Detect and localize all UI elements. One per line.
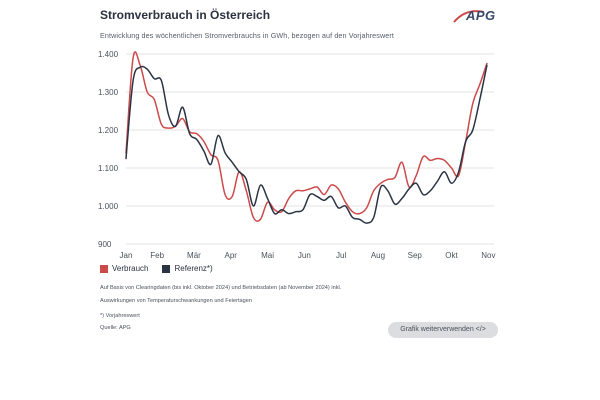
note-source: Quelle: APG	[100, 325, 131, 331]
legend-swatch-referenz	[162, 264, 171, 273]
note-data-basis: Auf Basis von Clearingdaten (bis inkl. O…	[100, 285, 342, 291]
legend-label-referenz: Referenz*)	[174, 264, 213, 273]
x-tick-label-mär: Mär	[187, 251, 201, 260]
y-tick-label-1400: 1.400	[98, 50, 119, 59]
x-tick-label-aug: Aug	[371, 251, 385, 260]
series-line-verbrauch	[125, 51, 488, 222]
logo-text: APG	[466, 8, 496, 23]
note-adjustments: Auswirkungen von Temperaturschwankungen …	[100, 298, 252, 304]
legend-item-verbrauch[interactable]: Verbrauch	[100, 264, 148, 273]
series-line-referenz	[125, 64, 488, 224]
x-tick-label-nov: Nov	[481, 251, 495, 260]
y-tick-label-900: 900	[98, 240, 112, 249]
note-reference: *) Vorjahreswert	[100, 313, 140, 319]
legend-swatch-verbrauch	[100, 264, 108, 273]
x-tick-label-sep: Sep	[408, 251, 423, 260]
y-tick-label-1200: 1.200	[98, 126, 119, 135]
apg-logo: APG	[452, 6, 500, 28]
y-tick-label-1300: 1.300	[98, 88, 119, 97]
x-tick-label-jun: Jun	[298, 251, 311, 260]
logo-swoosh-icon	[453, 10, 485, 23]
line-chart: 900 1.000 1.100 1.200 1.300 1.400 Jan Feb Mär Apr…	[98, 50, 495, 260]
x-tick-label-mai: Mai	[261, 251, 274, 260]
legend: Verbrauch Referenz*)	[100, 264, 213, 273]
chart-subtitle: Entwicklung des wöchentlichen Stromverbr…	[100, 31, 394, 40]
y-tick-label-1100: 1.100	[98, 164, 119, 173]
reuse-graphic-button[interactable]: Grafik weiterverwenden </>	[388, 322, 498, 338]
x-tick-label-jan: Jan	[120, 251, 133, 260]
y-tick-label-1000: 1.000	[98, 202, 119, 211]
x-tick-label-jul: Jul	[336, 251, 346, 260]
legend-label-verbrauch: Verbrauch	[112, 264, 149, 273]
x-tick-label-feb: Feb	[150, 251, 164, 260]
chart-title: Stromverbrauch in Österreich	[100, 8, 271, 22]
legend-item-referenz[interactable]: Referenz*)	[162, 264, 213, 273]
x-tick-label-apr: Apr	[225, 251, 238, 260]
x-tick-label-okt: Okt	[445, 251, 458, 260]
